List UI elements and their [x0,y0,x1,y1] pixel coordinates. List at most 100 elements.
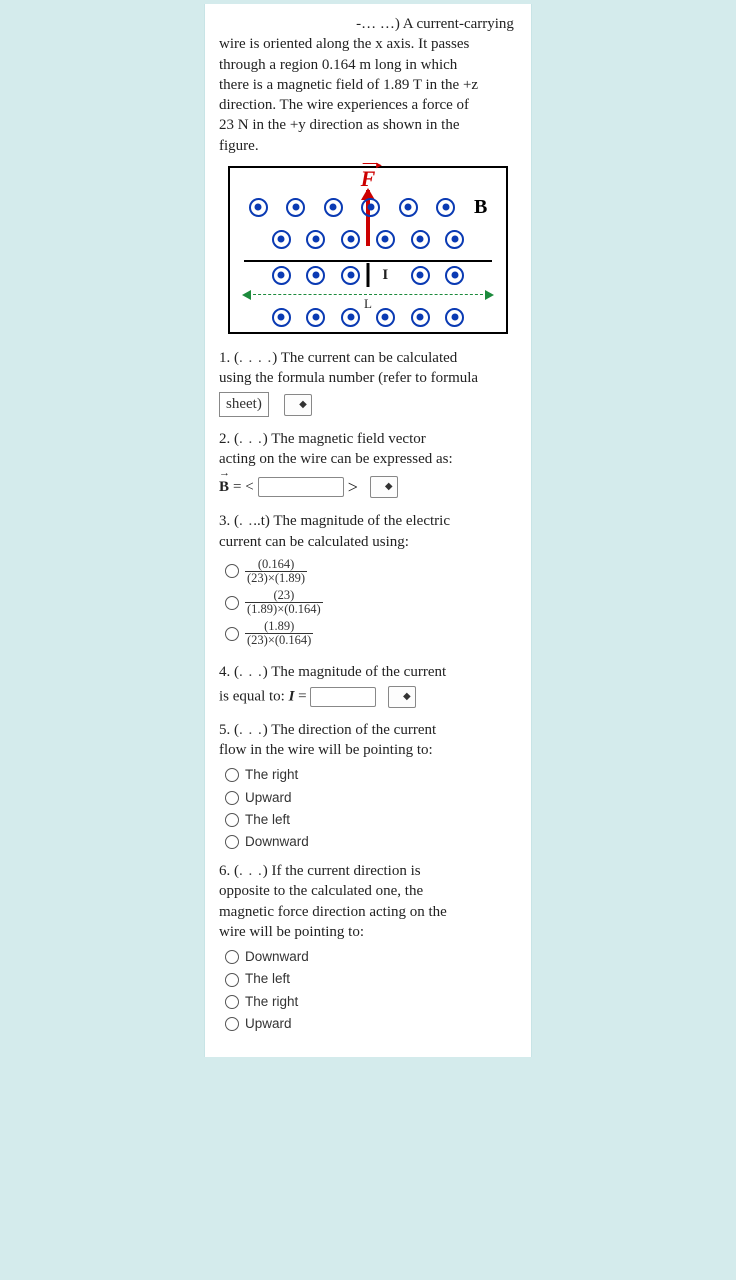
q3-opt2-num: (23) [245,589,323,602]
q1-sheet-label: sheet) [219,392,269,416]
question-2: 2. (. . .) The magnetic field vector act… [219,429,517,500]
q1-number: 1. ( [219,350,239,366]
q3-opt2-den: (1.89)×(0.164) [245,602,323,616]
q6-number: 6. ( [219,863,239,879]
q4-unit-select[interactable]: ◆ [388,686,416,708]
q1-blank: . . . . [239,350,272,366]
q5-opt-label: Downward [245,833,309,851]
question-card: ‑… …) A current-carrying wire is oriente… [204,4,532,1057]
q2-number: 2. ( [219,431,239,447]
q6-opt-label: The left [245,970,290,988]
q3-opt1-den: (23)×(1.89) [245,571,307,585]
q6-option-2[interactable]: The left [225,970,517,988]
field-dot-icon [341,230,360,249]
question-4: 4. (. . .) The magnitude of the current … [219,662,517,708]
q3-opt3-den: (23)×(0.164) [245,633,313,647]
q2-blank: . . . [239,431,263,447]
b-vector-label: B [219,477,229,497]
field-dot-icon [286,198,305,217]
radio-icon [225,627,239,641]
field-dot-icon [445,230,464,249]
wire-bar [244,260,492,262]
intro-line4: there is a magnetic field of 1.89 T in t… [219,75,517,95]
q4-eq: = [294,688,310,704]
i-label: I [376,267,395,284]
field-dot-icon [445,266,464,285]
q2-text-b: acting on the wire can be expressed as: [219,449,517,469]
q5-number: 5. ( [219,722,239,738]
radio-icon [225,950,239,964]
q3-number: 3. ( [219,513,239,529]
field-dot-icon [306,230,325,249]
q6-opt-label: Downward [245,948,309,966]
q5-option-2[interactable]: Upward [225,789,517,807]
radio-icon [225,768,239,782]
radio-icon [225,596,239,610]
intro-line7: figure. [219,136,517,156]
q4-text-a: ) The magnitude of the current [263,664,446,680]
q3-text-b: current can be calculated using: [219,532,517,552]
field-dot-icon [399,198,418,217]
q1-text-a: ) The current can be calculated [272,350,457,366]
q5-option-1[interactable]: The right [225,766,517,784]
radio-icon [225,995,239,1009]
caret-icon: ◆ [299,400,307,410]
q2-unit-select[interactable]: ◆ [370,476,398,498]
field-dot-icon [341,308,360,327]
q6-blank: . . . [239,863,263,879]
field-dot-icon [306,266,325,285]
q6-opt-label: The right [245,993,298,1011]
q3-opt1-num: (0.164) [245,558,307,571]
field-dot-icon [324,198,343,217]
intro-line3: through a region 0.164 m long in which [219,55,517,75]
q6-option-3[interactable]: The right [225,993,517,1011]
field-dot-icon [272,230,291,249]
q6-option-4[interactable]: Upward [225,1015,517,1033]
q3-option-3[interactable]: (1.89)(23)×(0.164) [225,620,517,647]
field-dot-icon [411,308,430,327]
field-dot-icon [411,230,430,249]
q5-blank: . . . [239,722,263,738]
radio-icon [225,791,239,805]
field-dot-icon [341,266,360,285]
q4-number: 4. ( [219,664,239,680]
q5-option-3[interactable]: The left [225,811,517,829]
question-6: 6. (. . .) If the current direction is o… [219,861,517,1033]
field-dot-icon [249,198,268,217]
q1-formula-select[interactable]: ◆ [284,394,312,416]
caret-icon: ◆ [385,482,393,492]
diagram: F▸ B I L [228,166,508,334]
current-marker [367,263,370,287]
b-label: B [474,196,487,219]
q3-opt3-num: (1.89) [245,620,313,633]
field-dot-icon [436,198,455,217]
q5-opt-label: The right [245,766,298,784]
q4-current-input[interactable] [310,687,376,707]
field-dot-icon [445,308,464,327]
q6-text-c: magnetic force direction acting on the [219,902,517,922]
radio-icon [225,564,239,578]
q5-opt-label: Upward [245,789,292,807]
q6-text-d: wire will be pointing to: [219,922,517,942]
q3-option-1[interactable]: (0.164)(23)×(1.89) [225,558,517,585]
radio-icon [225,835,239,849]
q5-text-b: flow in the wire will be pointing to: [219,740,517,760]
problem-statement: ‑… …) A current-carrying wire is oriente… [219,14,517,156]
intro-line2: wire is oriented along the x axis. It pa… [219,34,517,54]
field-dot-icon [272,308,291,327]
intro-line6: 23 N in the +y direction as shown in the [219,115,517,135]
q2-eq: = < [233,477,254,497]
q5-option-4[interactable]: Downward [225,833,517,851]
radio-icon [225,973,239,987]
q6-option-1[interactable]: Downward [225,948,517,966]
q1-text-b: using the formula number (refer to formu… [219,368,517,388]
q2-text-a: ) The magnetic field vector [263,431,426,447]
q3-option-2[interactable]: (23)(1.89)×(0.164) [225,589,517,616]
field-dot-icon [376,230,395,249]
q4-text-b: is equal to: [219,688,289,704]
q6-text-a: ) If the current direction is [263,863,421,879]
field-dot-icon [306,308,325,327]
intro-line1: ‑… …) A current-carrying [356,16,514,32]
q2-vector-input[interactable] [258,477,344,497]
question-3: 3. (. ...t) The magnitude of the electri… [219,511,517,647]
